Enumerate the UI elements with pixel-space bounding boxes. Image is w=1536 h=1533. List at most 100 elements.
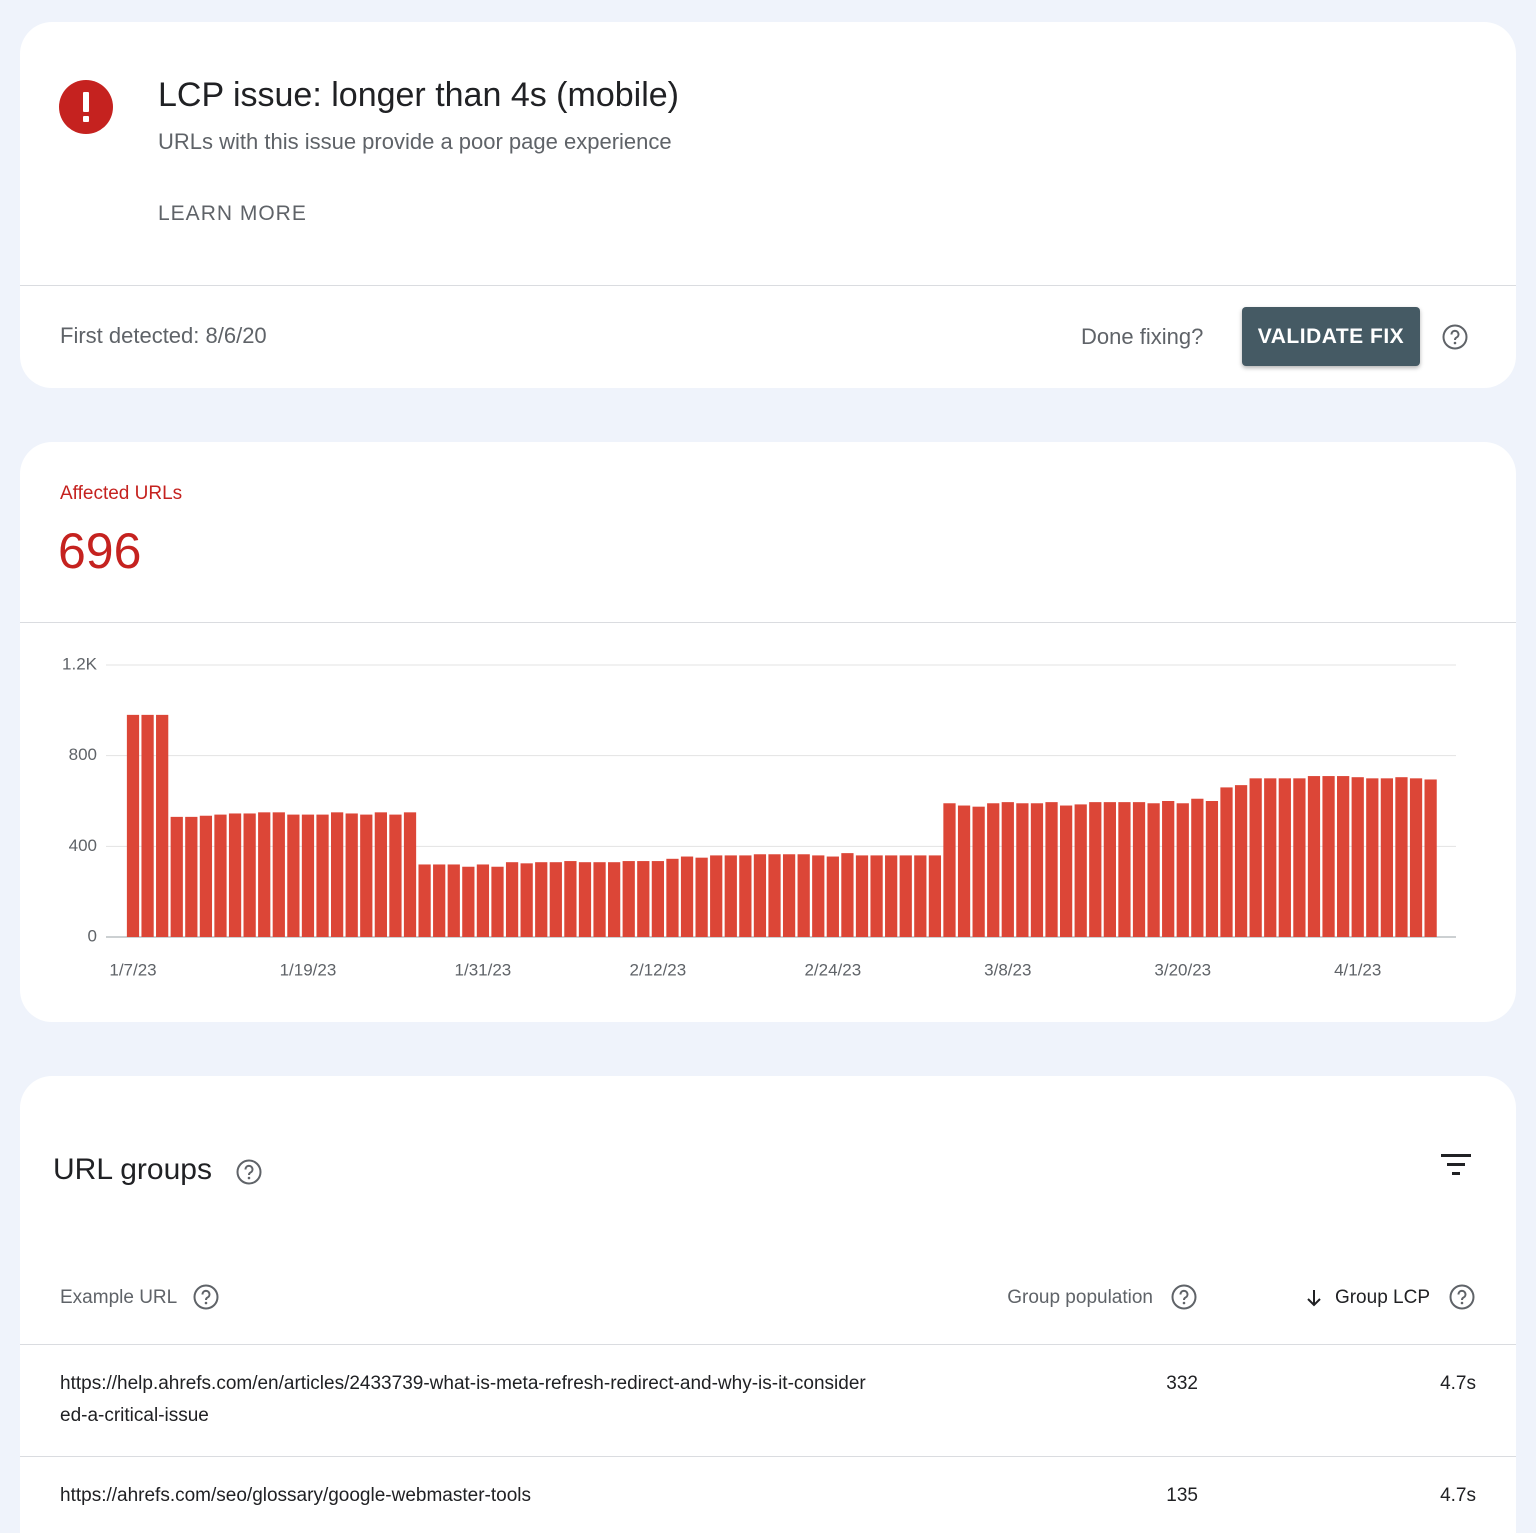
bar <box>753 854 767 937</box>
bar <box>170 816 183 937</box>
bar <box>710 855 723 937</box>
issue-title: LCP issue: longer than 4s (mobile) <box>158 76 679 114</box>
bar <box>1045 802 1058 937</box>
bar <box>928 855 942 937</box>
bar <box>826 856 839 937</box>
url-groups-card: URL groups Example URL Group population … <box>20 1076 1516 1533</box>
bar <box>841 853 854 937</box>
bar <box>228 813 242 937</box>
bar <box>1264 778 1277 937</box>
column-header[interactable]: Group population <box>1007 1287 1153 1308</box>
bar <box>491 866 504 937</box>
affected-value: 696 <box>58 523 142 579</box>
bar <box>1059 805 1073 937</box>
x-tick-label: 1/7/23 <box>109 960 156 979</box>
bar <box>622 861 635 937</box>
bar <box>987 803 1000 937</box>
bar <box>185 816 198 937</box>
bar <box>418 864 431 937</box>
divider <box>20 285 1516 286</box>
bar <box>695 857 708 937</box>
bar <box>1380 778 1394 937</box>
bar <box>797 854 810 937</box>
bar <box>156 714 169 937</box>
bar <box>403 812 417 937</box>
bar <box>651 861 665 937</box>
group-lcp: 4.7s <box>1440 1373 1476 1394</box>
bar <box>1351 777 1364 937</box>
issue-subtitle: URLs with this issue provide a poor page… <box>158 129 672 154</box>
bar <box>855 855 869 937</box>
filter-icon[interactable] <box>1438 1152 1478 1180</box>
help-icon[interactable] <box>235 1158 263 1186</box>
bar <box>564 861 577 937</box>
help-icon[interactable] <box>1170 1283 1198 1311</box>
bar <box>608 862 621 937</box>
affected-label: Affected URLs <box>60 483 183 504</box>
bar <box>578 862 592 937</box>
y-tick-label: 800 <box>69 745 97 764</box>
bar <box>1249 778 1262 937</box>
bar <box>389 814 402 937</box>
bar <box>1307 776 1321 937</box>
table-title: URL groups <box>53 1153 212 1186</box>
bar <box>505 862 519 937</box>
bar <box>1278 778 1291 937</box>
bar <box>374 812 387 937</box>
bar <box>462 866 475 937</box>
learn-more[interactable]: LEARN MORE <box>158 202 307 225</box>
bar <box>914 855 927 937</box>
example-url: https://help.ahrefs.com/en/articles/2433… <box>60 1373 866 1426</box>
column-header[interactable]: Example URL <box>60 1287 178 1308</box>
bar <box>1030 803 1044 937</box>
bar <box>1001 802 1014 937</box>
help-icon[interactable] <box>1448 1283 1476 1311</box>
column-header[interactable]: Group LCP <box>1334 1287 1430 1308</box>
divider <box>20 622 1516 623</box>
x-tick-label: 1/31/23 <box>455 960 512 979</box>
x-tick-label: 3/20/23 <box>1154 960 1211 979</box>
bar <box>1118 802 1131 937</box>
bar <box>1395 777 1408 937</box>
bar <box>680 856 694 937</box>
bar <box>1176 803 1189 937</box>
bar <box>1089 802 1102 937</box>
issue-card: LCP issue: longer than 4s (mobile) URLs … <box>20 22 1516 388</box>
bar <box>593 862 606 937</box>
help-icon[interactable] <box>1441 323 1469 351</box>
group-population: 135 <box>1166 1485 1198 1506</box>
sort-arrow-icon[interactable] <box>1302 1286 1326 1310</box>
bar <box>433 864 446 937</box>
bar <box>1147 803 1160 937</box>
chart: 0 400 800 1.2K 1/7/23 1/19/23 1/31/23 2/12/23 2/… <box>62 654 1456 979</box>
done-fixing: Done fixing? <box>1081 324 1204 349</box>
x-tick-label: 2/12/23 <box>630 960 687 979</box>
x-tick-label: 2/24/23 <box>804 960 861 979</box>
help-icon[interactable] <box>192 1283 220 1311</box>
y-tick-label: 1.2K <box>62 654 98 673</box>
bar <box>768 854 781 937</box>
bar <box>476 864 490 937</box>
bar <box>739 855 752 937</box>
validate-fix-button[interactable]: VALIDATE FIX <box>1242 307 1420 366</box>
group-lcp: 4.7s <box>1440 1485 1476 1506</box>
bar <box>1322 776 1335 937</box>
bar <box>782 854 796 937</box>
bar <box>899 855 912 937</box>
y-tick-label: 400 <box>69 836 97 855</box>
bar <box>1366 778 1379 937</box>
table-row[interactable]: https://ahrefs.com/seo/glossary/google-w… <box>20 1457 1516 1533</box>
bar <box>520 863 533 937</box>
example-url: https://ahrefs.com/seo/glossary/google-w… <box>60 1485 531 1506</box>
bar <box>214 814 227 937</box>
bar <box>199 815 213 937</box>
bar <box>345 813 358 937</box>
group-population: 332 <box>1166 1373 1198 1394</box>
bar <box>957 805 971 937</box>
bar <box>1132 802 1146 937</box>
bar <box>1205 801 1219 937</box>
bar <box>360 814 373 937</box>
bar <box>330 812 344 937</box>
table-row[interactable]: https://help.ahrefs.com/en/articles/2433… <box>20 1345 1516 1457</box>
bar <box>1234 785 1248 937</box>
